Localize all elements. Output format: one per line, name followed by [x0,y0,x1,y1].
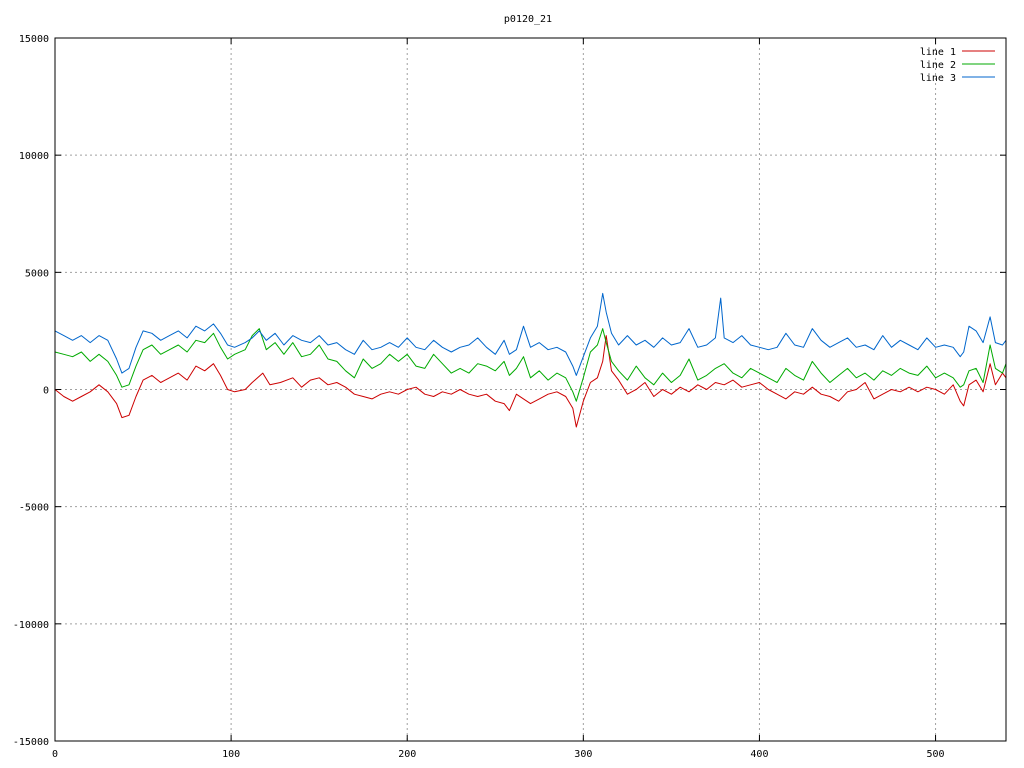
legend-label: line 2 [920,60,956,71]
y-tick-label: 10000 [19,151,49,162]
y-tick-label: -15000 [13,737,49,748]
x-tick-label: 500 [927,749,945,760]
y-tick-label: 5000 [25,268,49,279]
x-tick-label: 200 [398,749,416,760]
x-tick-label: 400 [750,749,768,760]
series-line-2 [54,328,1007,402]
series-lines [54,292,1007,428]
axis-ticks: 0 100 200 300 400 500 -15000 -10000 -5000 0 5000 10… [13,34,1006,760]
x-tick-label: 300 [574,749,592,760]
chart-title: p0120_21 [504,14,552,25]
series-line-1 [54,335,1007,428]
x-tick-label: 100 [222,749,240,760]
grid [55,38,1006,741]
legend: line 1 line 2 line 3 [920,47,995,84]
x-tick-label: 0 [52,749,58,760]
y-tick-label: -5000 [19,503,49,514]
y-tick-label: 0 [43,386,49,397]
y-tick-label: -10000 [13,620,49,631]
series-line-3 [54,292,1007,376]
y-tick-label: 15000 [19,34,49,45]
legend-label: line 3 [920,73,956,84]
plot-frame [54,37,1007,742]
legend-label: line 1 [920,47,956,58]
